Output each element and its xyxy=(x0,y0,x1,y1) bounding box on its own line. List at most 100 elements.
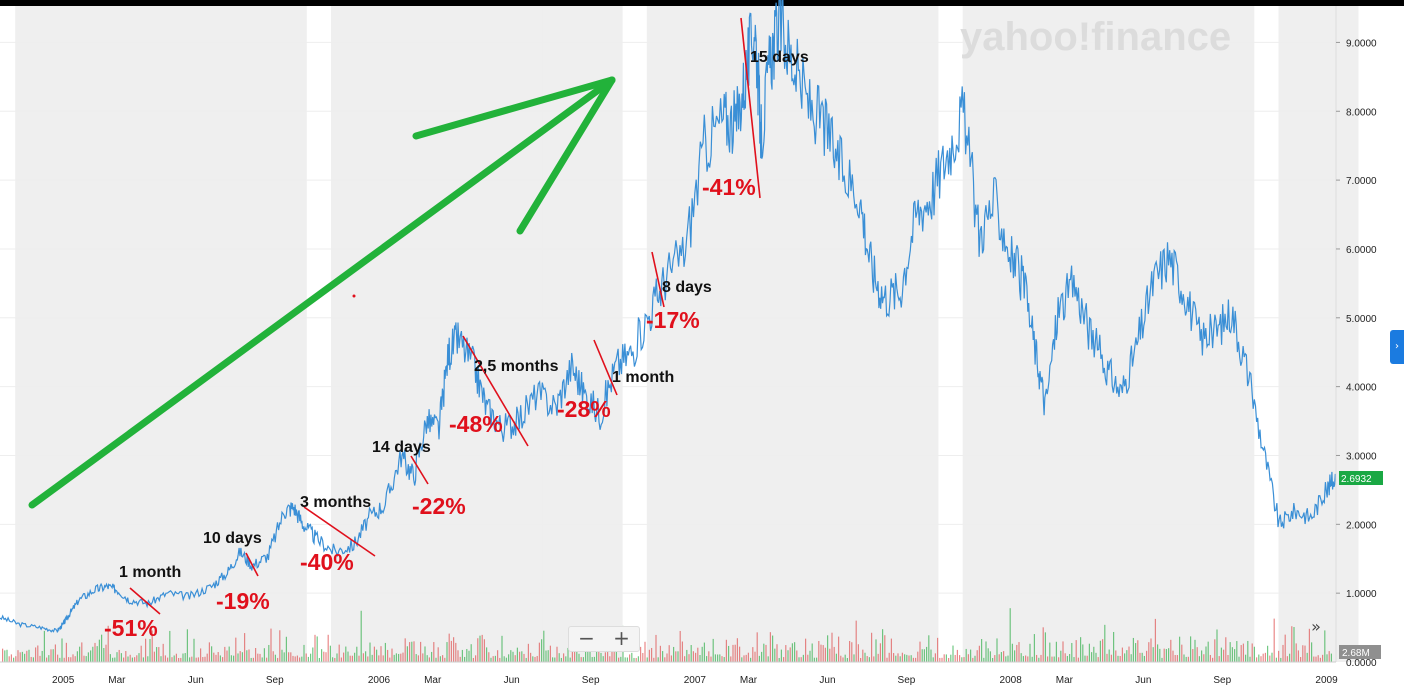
zoom-out-button[interactable]: − xyxy=(578,626,595,650)
duration-label: 2,5 months xyxy=(474,358,559,375)
drawdown-line xyxy=(303,506,376,557)
volume-bar xyxy=(930,649,932,662)
volume-bar xyxy=(85,656,87,662)
x-tick-label: Jun xyxy=(819,675,835,686)
y-tick-label: 6.0000 xyxy=(1346,245,1377,256)
volume-bar xyxy=(169,630,171,662)
volume-bar xyxy=(1234,649,1236,662)
volume-bar xyxy=(1097,657,1099,662)
volume-bar xyxy=(197,657,199,662)
volume-bar xyxy=(780,649,782,662)
volume-bar xyxy=(1084,655,1086,662)
volume-bar xyxy=(468,650,470,662)
volume-bar xyxy=(651,647,653,662)
zoom-in-button[interactable]: + xyxy=(613,626,630,650)
volume-bar xyxy=(1322,654,1324,662)
grid-band xyxy=(68,6,149,662)
volume-bar xyxy=(285,636,287,662)
volume-bar xyxy=(147,656,149,662)
volume-bar xyxy=(778,657,780,662)
volume-bar xyxy=(1060,650,1062,662)
volume-bar xyxy=(723,657,725,662)
volume-bar xyxy=(897,653,899,662)
drop-label: -28% xyxy=(557,396,611,422)
volume-bar xyxy=(1181,644,1183,662)
volume-bar xyxy=(877,653,879,662)
volume-bar xyxy=(112,657,114,662)
x-tick-label: 2009 xyxy=(1315,675,1338,686)
volume-bar xyxy=(303,644,305,662)
volume-bar xyxy=(219,655,221,662)
volume-bar xyxy=(783,657,785,662)
volume-bar xyxy=(1238,656,1240,662)
annotations: 1 month -51% 10 days -19% 3 months -40% 14 day… xyxy=(104,49,809,641)
volume-bar xyxy=(514,655,516,662)
volume-bar xyxy=(974,655,976,662)
volume-bar xyxy=(1313,656,1315,662)
volume-bar xyxy=(952,645,954,662)
volume-bar xyxy=(697,647,699,662)
volume-bar xyxy=(1300,657,1302,662)
volume-bar xyxy=(923,649,925,662)
volume-bar xyxy=(475,655,477,662)
volume-bar xyxy=(868,657,870,662)
volume-bar xyxy=(301,656,303,662)
volume-bar xyxy=(13,657,15,662)
volume-bar xyxy=(604,652,606,662)
volume-bar xyxy=(1143,655,1145,662)
x-tick-label: Mar xyxy=(108,675,126,686)
volume-bar xyxy=(1198,656,1200,662)
volume-bar xyxy=(68,657,70,662)
drawdown-line xyxy=(651,251,665,308)
volume-bar xyxy=(637,656,639,662)
volume-bar xyxy=(200,648,202,662)
volume-bar xyxy=(886,657,888,662)
arrow-head-lower xyxy=(516,76,616,235)
expand-chevron-icon[interactable]: » xyxy=(1311,617,1321,636)
volume-bar xyxy=(1165,649,1167,662)
volume-bar xyxy=(129,654,131,662)
volume-bar xyxy=(116,652,118,662)
volume-bar xyxy=(558,653,560,662)
volume-bar xyxy=(1326,654,1328,662)
volume-bar xyxy=(1264,652,1266,662)
volume-bar xyxy=(1088,643,1090,662)
volume-bar xyxy=(1295,643,1297,662)
volume-bar xyxy=(35,647,37,662)
yahoo-finance-logo: yahoo!finance xyxy=(960,15,1231,59)
x-axis: 2005 Mar Jun Sep 2006 Mar Jun Sep 2007 Mar Jun Sep 2… xyxy=(0,661,1338,686)
y-tick-label: 2.0000 xyxy=(1346,520,1377,531)
volume-bar xyxy=(316,636,318,662)
volume-bar xyxy=(479,635,481,662)
volume-bar xyxy=(138,653,140,662)
volume-bar xyxy=(307,656,309,662)
volume-bar xyxy=(398,653,400,662)
volume-bar xyxy=(151,630,153,662)
volume-bar xyxy=(1207,641,1209,662)
volume-bar xyxy=(1183,654,1185,662)
volume-bar xyxy=(596,645,598,662)
side-panel-tab[interactable]: › xyxy=(1390,330,1404,364)
volume-bar xyxy=(277,657,279,662)
volume-bar xyxy=(351,655,353,662)
volume-bar xyxy=(92,646,94,662)
y-tick-label: 4.0000 xyxy=(1346,383,1377,394)
x-tick-label: 2006 xyxy=(368,675,391,686)
volume-bar xyxy=(736,638,738,662)
volume-bar xyxy=(257,653,259,662)
volume-bar xyxy=(158,647,160,662)
volume-bar xyxy=(1121,647,1123,662)
volume-bar xyxy=(43,630,45,662)
x-tick-label: Mar xyxy=(1056,675,1074,686)
volume-bar xyxy=(851,642,853,662)
volume-bar xyxy=(365,651,367,662)
volume-bar xyxy=(695,652,697,662)
x-tick-label: 2005 xyxy=(52,675,75,686)
volume-bar xyxy=(1157,644,1159,662)
volume-bar xyxy=(912,657,914,662)
drop-label: -19% xyxy=(216,588,270,614)
volume-bar xyxy=(994,655,996,662)
volume-bar xyxy=(648,649,650,662)
volume-bar xyxy=(1091,652,1093,662)
volume-bar xyxy=(406,646,408,662)
